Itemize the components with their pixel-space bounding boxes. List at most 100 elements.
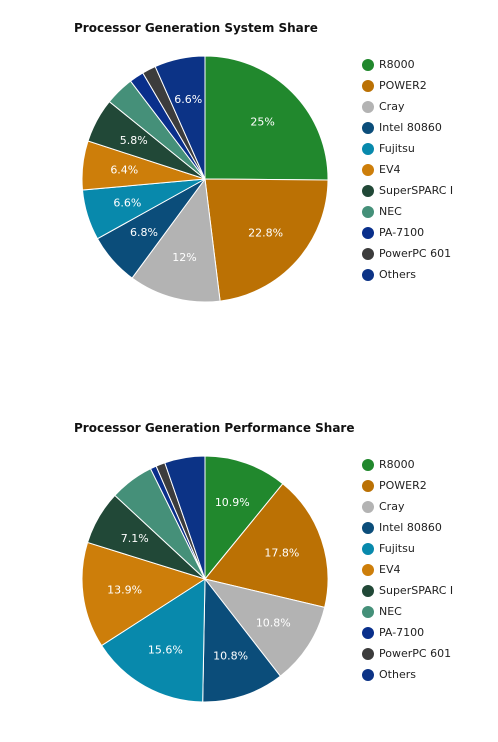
slice-label-power2: 22.8% xyxy=(248,227,283,240)
legend-swatch xyxy=(362,605,374,618)
legend-label: Intel 80860 xyxy=(379,521,442,534)
legend-label: PowerPC 601 xyxy=(379,247,452,260)
slice-label-r8000: 10.9% xyxy=(215,496,250,509)
slice-label-fujitsu: 15.6% xyxy=(148,643,183,656)
legend-label: PA-7100 xyxy=(379,626,425,639)
legend-item-intel-80860: Intel 80860 xyxy=(362,517,453,538)
legend-label: EV4 xyxy=(379,563,401,576)
slice-label-fujitsu: 6.6% xyxy=(113,196,141,209)
legend-item-cray: Cray xyxy=(362,96,453,117)
legend-item-nec: NEC xyxy=(362,201,453,222)
legend-item-others: Others xyxy=(362,664,453,685)
legend-swatch xyxy=(362,647,374,660)
chart-title: Processor Generation Performance Share xyxy=(74,421,355,435)
legend-swatch xyxy=(362,479,374,492)
pie-slice-power2 xyxy=(204,483,329,608)
legend-label: PowerPC 601 xyxy=(379,647,452,660)
legend-swatch xyxy=(362,100,374,113)
slice-label-power2: 17.8% xyxy=(264,546,299,559)
slice-label-ev4: 6.4% xyxy=(110,163,138,176)
legend-swatch xyxy=(362,247,374,260)
legend-item-ev4: EV4 xyxy=(362,159,453,180)
legend-swatch xyxy=(362,58,374,71)
legend-label: EV4 xyxy=(379,163,401,176)
legend: R8000 POWER2 Cray Intel 80860 Fujitsu EV4 Supe… xyxy=(362,454,453,685)
legend-item-others: Others xyxy=(362,264,453,285)
legend-label: NEC xyxy=(379,605,402,618)
slice-label-intel-80860: 10.8% xyxy=(213,650,248,663)
legend-swatch xyxy=(362,584,374,597)
slice-label-ev4: 13.9% xyxy=(107,583,142,596)
legend-item-power2: POWER2 xyxy=(362,75,453,96)
legend-item-r8000: R8000 xyxy=(362,54,453,75)
legend-label: Intel 80860 xyxy=(379,121,442,134)
legend-label: Cray xyxy=(379,100,405,113)
legend-label: R8000 xyxy=(379,58,415,71)
legend-swatch xyxy=(362,268,374,281)
legend-label: Fujitsu xyxy=(379,142,415,155)
pie-slice-cray xyxy=(203,578,326,677)
legend-label: Others xyxy=(379,668,416,681)
legend-label: Fujitsu xyxy=(379,542,415,555)
legend-item-pa-7100: PA-7100 xyxy=(362,622,453,643)
slice-label-intel-80860: 6.8% xyxy=(130,226,158,239)
pie-slice-cray xyxy=(131,177,221,303)
pie-slice-ev4 xyxy=(81,541,207,647)
legend-item-power2: POWER2 xyxy=(362,475,453,496)
legend-label: R8000 xyxy=(379,458,415,471)
pie-chart: 10.9% 17.8% 10.8% 10.8% 15.6% 13.9% 7.1% xyxy=(81,455,329,703)
legend-swatch xyxy=(362,521,374,534)
slice-label-cray: 10.8% xyxy=(256,616,291,629)
legend-label: POWER2 xyxy=(379,479,427,492)
slice-label-r8000: 25% xyxy=(250,115,274,128)
slice-label-others: 6.6% xyxy=(174,93,202,106)
legend-label: NEC xyxy=(379,205,402,218)
legend-swatch xyxy=(362,563,374,576)
legend-swatch xyxy=(362,226,374,239)
legend-swatch xyxy=(362,205,374,218)
pie-slice-others xyxy=(164,455,206,580)
legend-swatch xyxy=(362,500,374,513)
legend-swatch xyxy=(362,458,374,471)
legend-swatch xyxy=(362,626,374,639)
legend-swatch xyxy=(362,542,374,555)
legend-item-powerpc-601: PowerPC 601 xyxy=(362,243,453,264)
system-share-chart: Processor Generation System Share 25% 22.… xyxy=(0,12,498,342)
legend-label: Others xyxy=(379,268,416,281)
legend-label: SuperSPARC I xyxy=(379,584,454,597)
legend-swatch xyxy=(362,121,374,134)
legend: R8000 POWER2 Cray Intel 80860 Fujitsu EV4 Supe… xyxy=(362,54,453,285)
legend-item-ev4: EV4 xyxy=(362,559,453,580)
legend-item-nec: NEC xyxy=(362,601,453,622)
slice-label-cray: 12% xyxy=(172,251,196,264)
pie-slice-intel-80860 xyxy=(202,577,282,703)
legend-swatch xyxy=(362,163,374,176)
legend-swatch xyxy=(362,142,374,155)
performance-share-chart: Processor Generation Performance Share 1… xyxy=(0,412,498,742)
legend-item-fujitsu: Fujitsu xyxy=(362,538,453,559)
legend-item-powerpc-601: PowerPC 601 xyxy=(362,643,453,664)
pie-chart: 25% 22.8% 12% 6.8% 6.6% 6.4% 5.8% 6.6% xyxy=(81,55,329,303)
legend-item-intel-80860: Intel 80860 xyxy=(362,117,453,138)
pie-slice-others xyxy=(154,55,206,180)
chart-title: Processor Generation System Share xyxy=(74,21,318,35)
legend-item-supersparc-i: SuperSPARC I xyxy=(362,180,453,201)
slice-label-supersparc-i: 7.1% xyxy=(121,532,149,545)
pie-slice-r8000 xyxy=(204,55,329,181)
pie-slice-fujitsu xyxy=(100,578,206,703)
legend-item-pa-7100: PA-7100 xyxy=(362,222,453,243)
legend-label: SuperSPARC I xyxy=(379,184,454,197)
legend-swatch xyxy=(362,668,374,681)
legend-label: POWER2 xyxy=(379,79,427,92)
legend-item-fujitsu: Fujitsu xyxy=(362,138,453,159)
legend-item-r8000: R8000 xyxy=(362,454,453,475)
legend-swatch xyxy=(362,184,374,197)
legend-item-cray: Cray xyxy=(362,496,453,517)
pie-slice-power2 xyxy=(204,178,329,302)
legend-swatch xyxy=(362,79,374,92)
legend-label: Cray xyxy=(379,500,405,513)
pie-slice-r8000 xyxy=(204,455,284,581)
slice-label-supersparc-i: 5.8% xyxy=(120,134,148,147)
page: { "chart_data": [ { "type": "pie", "titl… xyxy=(0,12,498,702)
legend-label: PA-7100 xyxy=(379,226,425,239)
